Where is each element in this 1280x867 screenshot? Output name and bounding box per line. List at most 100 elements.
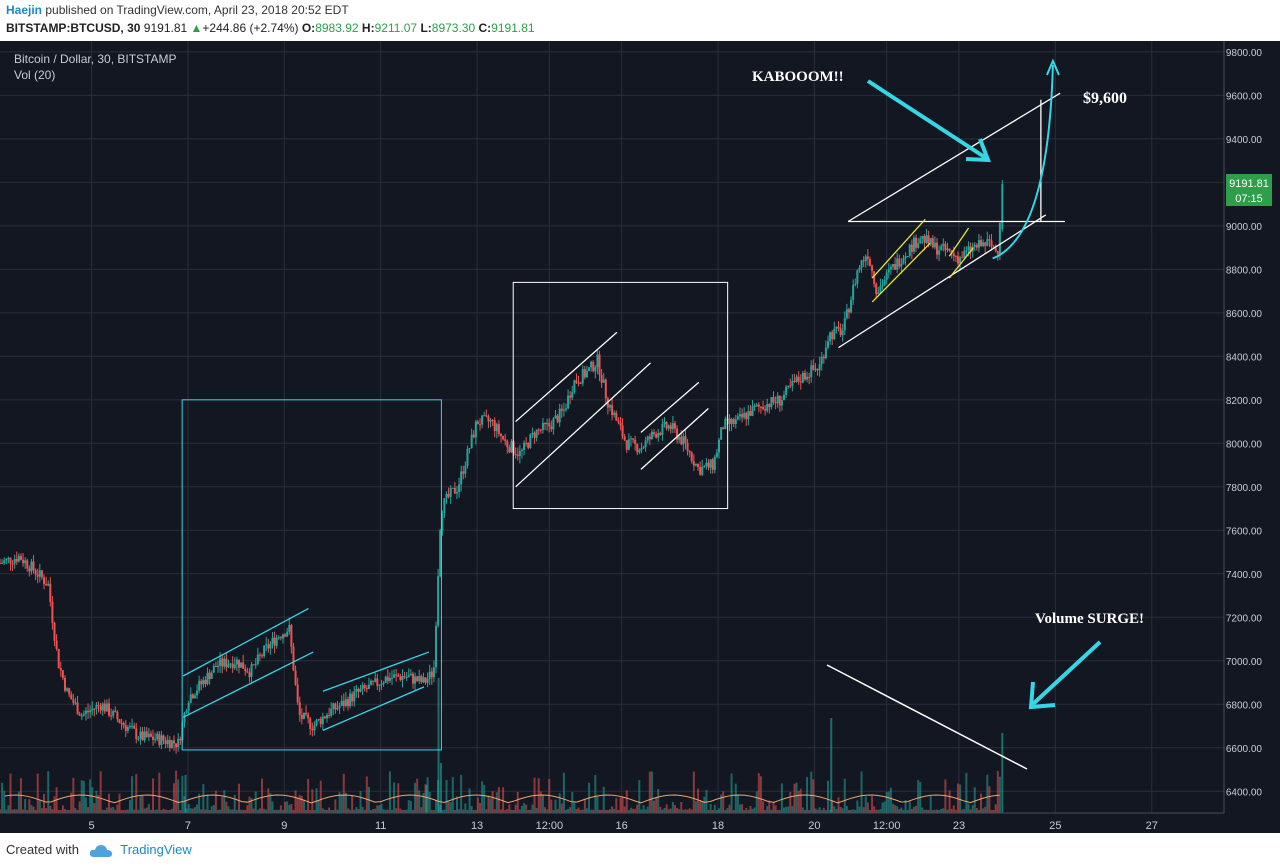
candle-body: [288, 625, 291, 632]
volume-bar: [217, 809, 220, 813]
candles: [0, 179, 1004, 754]
candle-body: [453, 487, 456, 494]
volume-bar: [290, 804, 293, 813]
volume-bar: [856, 800, 859, 813]
candle-body: [212, 665, 215, 673]
candle-body: [191, 694, 194, 699]
volume-bar: [600, 809, 603, 813]
volume-bar: [351, 795, 354, 813]
volume-bar: [554, 799, 557, 813]
tradingview-link[interactable]: TradingView: [120, 842, 192, 857]
volume-bar: [162, 808, 165, 813]
volume-bar: [889, 787, 892, 813]
volume-bar: [147, 804, 150, 813]
candle-body: [233, 664, 236, 669]
candle-body: [929, 238, 932, 245]
volume-bar: [810, 771, 813, 813]
volume-bar: [474, 809, 477, 813]
y-tick-label: 6600.00: [1226, 744, 1263, 755]
volume-bar: [458, 809, 461, 813]
candle-body: [585, 370, 588, 378]
volume-bar: [193, 807, 196, 813]
candle-body: [411, 673, 414, 684]
candle-body: [36, 574, 39, 577]
volume-bar: [885, 791, 888, 813]
candle-body: [747, 411, 750, 420]
yellow-channel-line: [948, 247, 974, 279]
candle-body: [267, 644, 270, 649]
candle-body: [68, 688, 71, 695]
volume-bar: [961, 809, 964, 813]
candle-body: [418, 676, 421, 682]
candle-body: [636, 443, 639, 453]
projection-curve: [992, 64, 1054, 260]
candle-body: [650, 432, 653, 439]
x-tick-label: 12:00: [536, 820, 564, 832]
volume-bar: [795, 782, 798, 813]
candle-body: [820, 356, 823, 365]
candle-body: [321, 716, 324, 725]
volume-bar: [518, 809, 521, 813]
candle-body: [879, 285, 882, 293]
candle-body: [118, 719, 121, 723]
volume-bar: [470, 805, 473, 813]
volume-bar: [845, 805, 848, 813]
candle-body: [269, 643, 272, 649]
volume-bar: [464, 803, 467, 813]
candle-body: [204, 679, 207, 684]
volume-bar: [732, 809, 735, 813]
volume-bar: [816, 809, 819, 813]
candle-body: [13, 559, 16, 564]
volume-bar: [158, 772, 161, 813]
price-chart[interactable]: 6400.00 6600.00 6800.00 7000.00 7200.00 7400.…: [0, 41, 1280, 833]
y-tick-label: 8000.00: [1226, 439, 1263, 450]
volume-bar: [53, 796, 56, 813]
volume-bar: [99, 771, 102, 813]
chart-area[interactable]: 6400.00 6600.00 6800.00 7000.00 7200.00 7400.…: [0, 41, 1280, 833]
candle-body: [290, 625, 293, 647]
annotation-target: $9,600: [1083, 90, 1127, 107]
volume-bar: [401, 810, 404, 813]
volume-bar: [921, 807, 924, 813]
candle-body: [45, 583, 48, 586]
candle-body: [227, 664, 230, 668]
projection-arrowhead: [1046, 58, 1060, 76]
candle-body: [11, 563, 14, 565]
volume-bar: [166, 809, 169, 813]
channel-line: [640, 381, 700, 433]
candle-body: [502, 435, 505, 440]
price-tag-countdown: 07:15: [1235, 193, 1263, 205]
volume-bar: [636, 804, 639, 813]
candle-body: [705, 462, 708, 466]
volume-bar: [131, 776, 134, 813]
volume-bar: [688, 808, 691, 813]
volume-bar: [820, 809, 823, 813]
volume-bar: [97, 794, 100, 813]
candle-body: [621, 425, 624, 437]
candle-body: [143, 731, 146, 741]
candle-body: [862, 260, 865, 262]
candle-body: [120, 722, 123, 724]
volume-bar: [3, 790, 6, 813]
volume-bar: [116, 804, 119, 813]
volume-bar: [437, 678, 440, 813]
volume-bar: [602, 786, 605, 813]
candle-body: [172, 740, 175, 744]
candle-body: [93, 708, 96, 710]
candle-body: [780, 400, 783, 406]
price-tag-box: [1226, 174, 1272, 206]
candle-body: [994, 248, 997, 252]
candle-body: [485, 415, 488, 417]
candle-body: [590, 361, 593, 368]
volume-bar: [479, 802, 482, 813]
candle-body: [208, 672, 211, 679]
candle-body: [782, 394, 785, 401]
candle-body: [131, 725, 134, 727]
candle-body: [632, 438, 635, 440]
author-link[interactable]: Haejin: [6, 3, 43, 17]
candle-body: [703, 465, 706, 467]
volume-bar: [799, 788, 802, 813]
candle-body: [114, 710, 117, 712]
candle-body: [657, 433, 660, 438]
candle-body: [973, 244, 976, 247]
